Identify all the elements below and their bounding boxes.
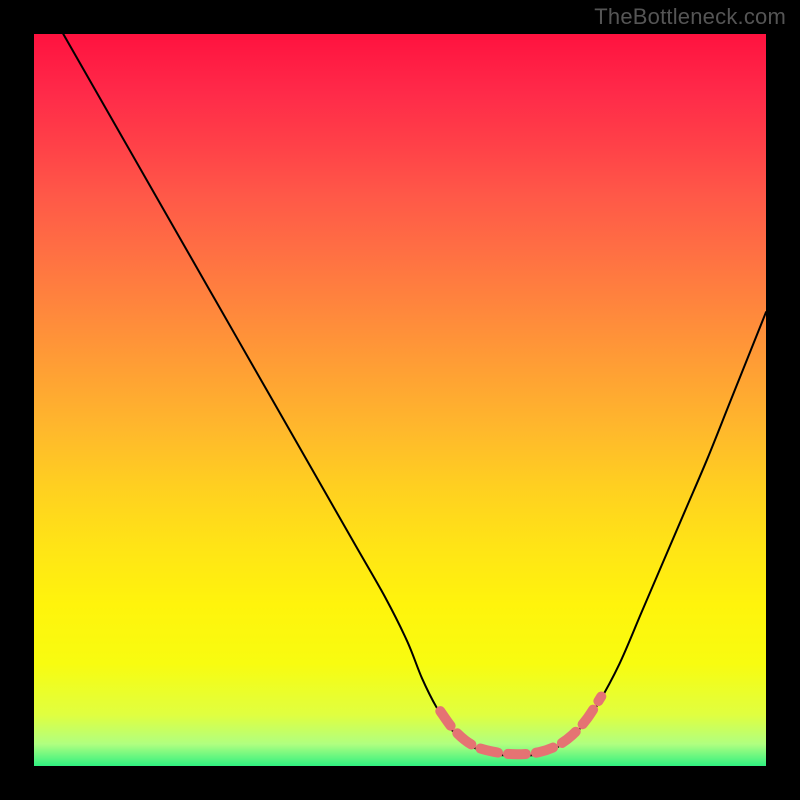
watermark-text: TheBottleneck.com (594, 4, 786, 30)
bottleneck-chart (0, 0, 800, 800)
plot-background (34, 34, 766, 766)
chart-stage: TheBottleneck.com (0, 0, 800, 800)
